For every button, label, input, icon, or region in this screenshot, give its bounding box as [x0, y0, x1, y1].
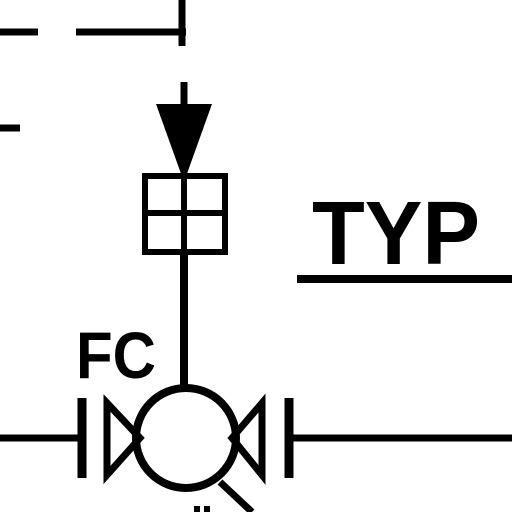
valve-outlet-triangle	[227, 393, 266, 485]
pipe-flanges	[77, 398, 294, 478]
dashed-signal-line	[0, 0, 186, 132]
typ-label: TYP	[312, 184, 480, 284]
valve-body-circle	[132, 384, 240, 492]
actuator-box	[142, 173, 228, 255]
leader-line	[217, 479, 255, 512]
cut-off-text-fragment	[194, 506, 210, 512]
valve-inlet-triangle	[103, 394, 145, 485]
signal-arrow	[156, 82, 212, 182]
fc-label: FC	[76, 318, 156, 392]
